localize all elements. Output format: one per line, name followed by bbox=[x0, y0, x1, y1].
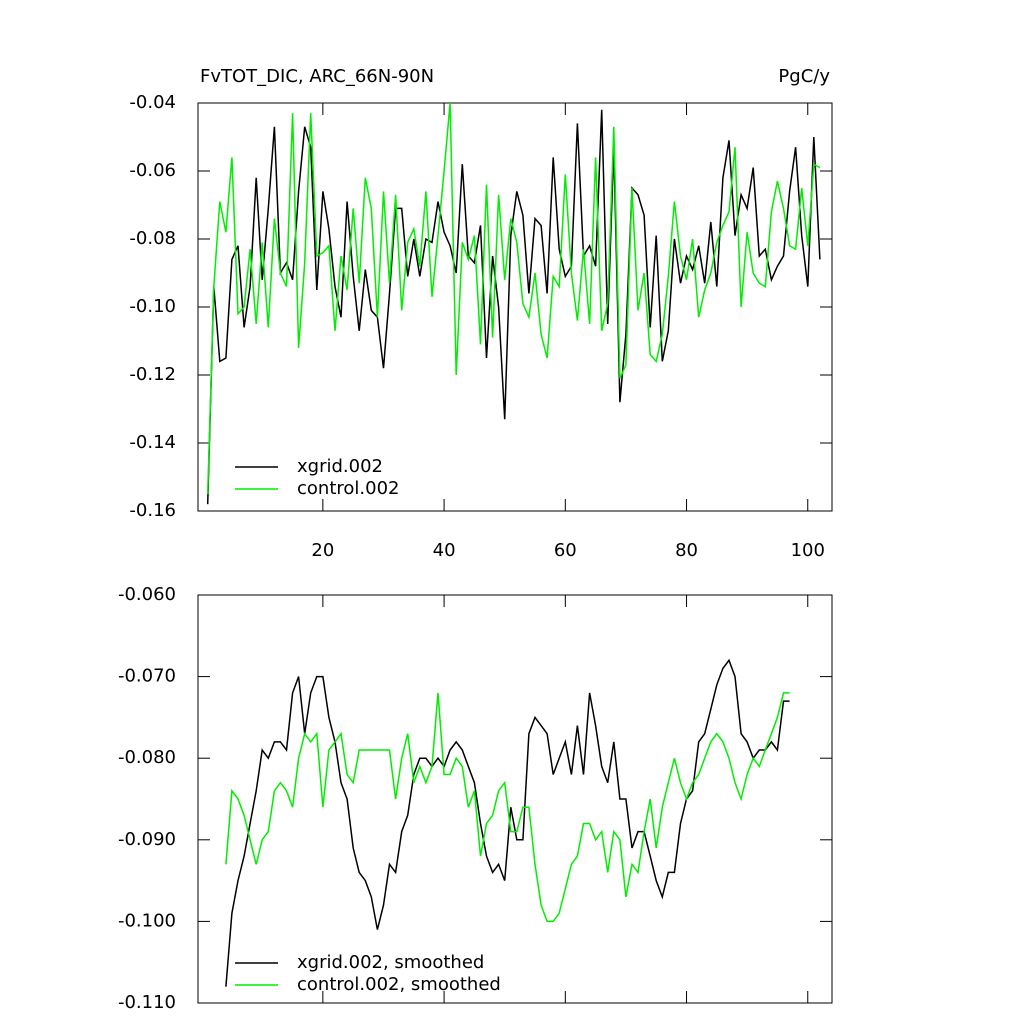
legend-label: xgrid.002 bbox=[297, 456, 383, 477]
legend-label: control.002, smoothed bbox=[297, 974, 501, 995]
y-tick-label: -0.14 bbox=[129, 432, 176, 453]
plot-frame bbox=[197, 102, 833, 512]
y-tick-label: -0.08 bbox=[129, 228, 176, 249]
y-tick-label: -0.060 bbox=[118, 584, 176, 605]
y-tick-label: -0.10 bbox=[129, 296, 176, 317]
legend-label: xgrid.002, smoothed bbox=[297, 952, 484, 973]
y-tick-label: -0.100 bbox=[118, 910, 176, 931]
y-tick-label: -0.080 bbox=[118, 747, 176, 768]
y-tick-label: -0.16 bbox=[129, 500, 176, 521]
data-line bbox=[206, 102, 821, 495]
x-tick-label: 100 bbox=[791, 540, 825, 561]
y-tick-label: -0.06 bbox=[129, 160, 176, 181]
units-label: PgC/y bbox=[778, 66, 830, 87]
data-line bbox=[225, 658, 790, 987]
y-tick-label: -0.12 bbox=[129, 364, 176, 385]
plot-frame bbox=[197, 594, 833, 1004]
data-line bbox=[206, 109, 821, 505]
y-tick-label: -0.110 bbox=[118, 992, 176, 1013]
x-tick-label: 80 bbox=[675, 540, 698, 561]
chart-title: FvTOT_DIC, ARC_66N-90N bbox=[200, 66, 434, 87]
y-tick-label: -0.04 bbox=[129, 92, 176, 113]
data-line bbox=[225, 692, 790, 923]
x-tick-label: 20 bbox=[311, 540, 334, 561]
legend-label: control.002 bbox=[297, 478, 399, 499]
x-tick-label: 40 bbox=[433, 540, 456, 561]
y-tick-label: -0.090 bbox=[118, 829, 176, 850]
x-tick-label: 60 bbox=[554, 540, 577, 561]
y-tick-label: -0.070 bbox=[118, 666, 176, 687]
